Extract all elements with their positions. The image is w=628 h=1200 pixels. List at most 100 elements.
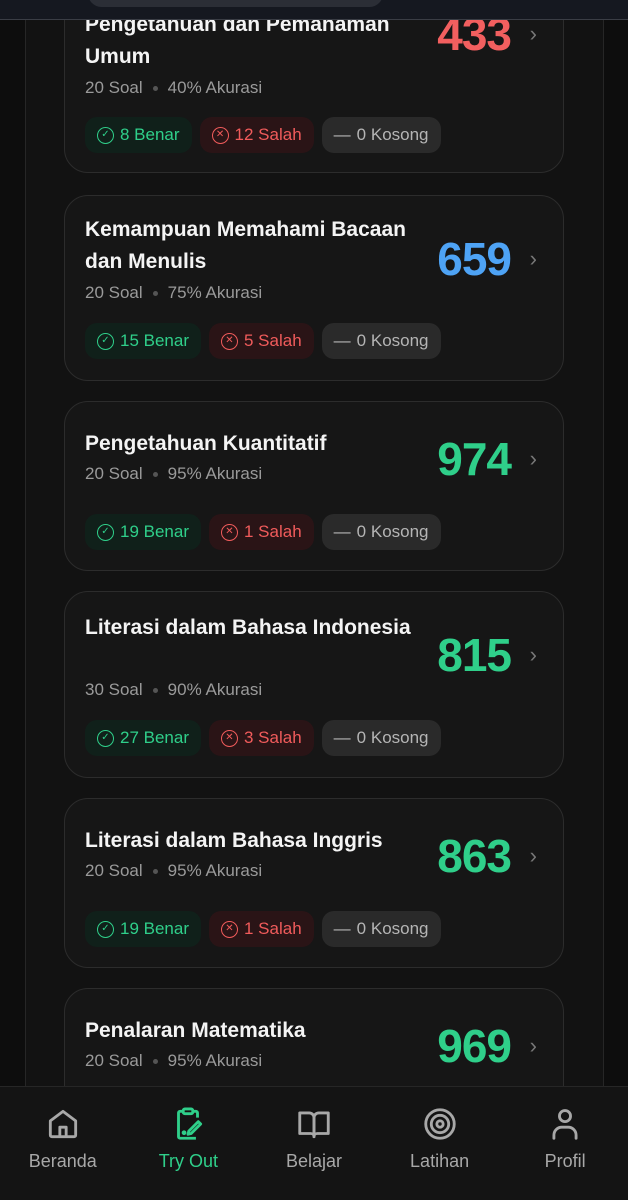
x-circle-icon: ✕ <box>221 332 238 350</box>
empty-count: 0 Kosong <box>356 331 429 350</box>
wrong-chip: ✕ 1 Salah <box>209 514 314 550</box>
question-count: 30 Soal <box>85 680 143 699</box>
subject-card[interactable]: Literasi dalam Bahasa Indonesia 30 Soal 9… <box>64 591 564 778</box>
check-circle-icon: ✓ <box>97 332 114 350</box>
empty-count: 0 Kosong <box>356 728 429 747</box>
empty-count: 0 Kosong <box>356 522 429 541</box>
separator-dot <box>152 1058 158 1064</box>
subject-score: 659 <box>437 233 512 285</box>
nav-beranda[interactable]: Beranda <box>0 1087 126 1200</box>
x-circle-icon: ✕ <box>211 126 229 144</box>
check-circle-icon: ✓ <box>97 523 114 541</box>
chevron-right-icon[interactable]: › <box>529 843 537 868</box>
nav-latihan[interactable]: Latihan <box>377 1087 503 1200</box>
user-icon <box>552 1109 578 1140</box>
minus-icon: — <box>333 522 351 541</box>
correct-chip: ✓ 19 Benar <box>85 911 201 947</box>
wrong-count: 5 Salah <box>244 331 302 350</box>
subject-card[interactable]: Pengetahuan dan Pemahaman Umum 20 Soal 40… <box>64 0 564 173</box>
result-chips: ✓ 19 Benar ✕ 1 Salah — 0 Kosong <box>85 911 441 947</box>
nav-label: Profil <box>544 1151 586 1171</box>
correct-chip: ✓ 8 Benar <box>85 117 192 153</box>
x-circle-icon: ✕ <box>221 920 238 938</box>
question-count: 20 Soal <box>85 78 143 97</box>
minus-icon: — <box>333 919 351 938</box>
separator-dot <box>152 471 158 477</box>
subject-meta: 20 Soal 95% Akurasi <box>85 861 262 881</box>
subject-title: Kemampuan Memahami Bacaan dan Menulis <box>85 218 406 273</box>
nav-belajar[interactable]: Belajar <box>251 1087 377 1200</box>
nav-label: Beranda <box>28 1151 97 1171</box>
home-icon <box>48 1109 77 1139</box>
subject-meta: 20 Soal 75% Akurasi <box>85 283 262 303</box>
top-bar <box>0 0 628 20</box>
accuracy: 95% Akurasi <box>167 464 263 483</box>
accuracy: 40% Akurasi <box>167 78 263 97</box>
minus-icon: — <box>333 125 351 144</box>
subject-title: Pengetahuan Kuantitatif <box>85 432 327 455</box>
minus-icon: — <box>333 331 351 350</box>
wrong-chip: ✕ 12 Salah <box>199 117 314 153</box>
correct-count: 19 Benar <box>120 522 189 541</box>
subject-meta: 20 Soal 95% Akurasi <box>85 464 262 484</box>
nav-label: Latihan <box>410 1151 470 1171</box>
book-icon <box>298 1111 330 1139</box>
nav-try-out[interactable]: Try Out <box>126 1087 252 1200</box>
result-chips: ✓ 8 Benar ✕ 12 Salah — 0 Kosong <box>85 117 441 153</box>
chevron-right-icon[interactable]: › <box>529 21 537 46</box>
empty-chip: — 0 Kosong <box>321 323 441 359</box>
minus-icon: — <box>333 728 351 747</box>
subject-score: 974 <box>437 433 512 485</box>
chevron-right-icon[interactable]: › <box>529 446 537 471</box>
accuracy: 90% Akurasi <box>167 680 263 699</box>
check-circle-icon: ✓ <box>97 126 114 144</box>
question-count: 20 Soal <box>85 861 143 880</box>
separator-dot <box>152 290 158 296</box>
search-pill[interactable] <box>88 0 383 7</box>
chevron-right-icon[interactable]: › <box>529 642 537 667</box>
chevron-right-icon[interactable]: › <box>529 246 537 271</box>
correct-chip: ✓ 15 Benar <box>85 323 201 359</box>
wrong-count: 1 Salah <box>244 522 302 541</box>
subject-card[interactable]: Literasi dalam Bahasa Inggris 20 Soal 95%… <box>64 798 564 968</box>
subject-score: 815 <box>437 629 512 681</box>
correct-chip: ✓ 19 Benar <box>85 514 201 550</box>
empty-chip: — 0 Kosong <box>321 720 441 756</box>
subject-card[interactable]: Kemampuan Memahami Bacaan dan Menulis 20… <box>64 195 564 381</box>
correct-count: 8 Benar <box>120 125 180 144</box>
bottom-nav: Beranda Try Out Belajar Latihan Profil <box>0 1086 628 1200</box>
wrong-count: 12 Salah <box>234 125 302 144</box>
nav-label: Belajar <box>285 1151 342 1171</box>
nav-profil[interactable]: Profil <box>502 1087 628 1200</box>
wrong-chip: ✕ 5 Salah <box>209 323 314 359</box>
empty-chip: — 0 Kosong <box>321 911 441 947</box>
result-chips: ✓ 19 Benar ✕ 1 Salah — 0 Kosong <box>85 514 441 550</box>
correct-chip: ✓ 27 Benar <box>85 720 201 756</box>
accuracy: 95% Akurasi <box>167 1051 263 1070</box>
wrong-chip: ✕ 3 Salah <box>209 720 314 756</box>
clipboard-edit-icon <box>177 1107 203 1140</box>
subject-title: Penalaran Matematika <box>85 1019 306 1042</box>
x-circle-icon: ✕ <box>221 523 238 541</box>
wrong-chip: ✕ 1 Salah <box>209 911 314 947</box>
separator-dot <box>152 687 158 693</box>
result-chips: ✓ 15 Benar ✕ 5 Salah — 0 Kosong <box>85 323 441 359</box>
subject-title: Literasi dalam Bahasa Inggris <box>85 829 383 852</box>
correct-count: 27 Benar <box>120 728 189 747</box>
empty-chip: — 0 Kosong <box>321 514 441 550</box>
empty-count: 0 Kosong <box>356 125 429 144</box>
question-count: 20 Soal <box>85 464 143 483</box>
x-circle-icon: ✕ <box>221 729 238 747</box>
accuracy: 75% Akurasi <box>167 283 263 302</box>
empty-chip: — 0 Kosong <box>321 117 441 153</box>
empty-count: 0 Kosong <box>356 919 429 938</box>
subject-card[interactable]: Pengetahuan Kuantitatif 20 Soal 95% Akura… <box>64 401 564 571</box>
accuracy: 95% Akurasi <box>167 861 263 880</box>
subject-title: Literasi dalam Bahasa Indonesia <box>85 616 411 639</box>
subject-meta: 20 Soal 40% Akurasi <box>85 78 262 98</box>
subject-meta: 20 Soal 95% Akurasi <box>85 1051 262 1071</box>
chevron-right-icon[interactable]: › <box>529 1033 537 1058</box>
separator-dot <box>152 85 158 91</box>
check-circle-icon: ✓ <box>97 729 114 747</box>
check-circle-icon: ✓ <box>97 920 114 938</box>
